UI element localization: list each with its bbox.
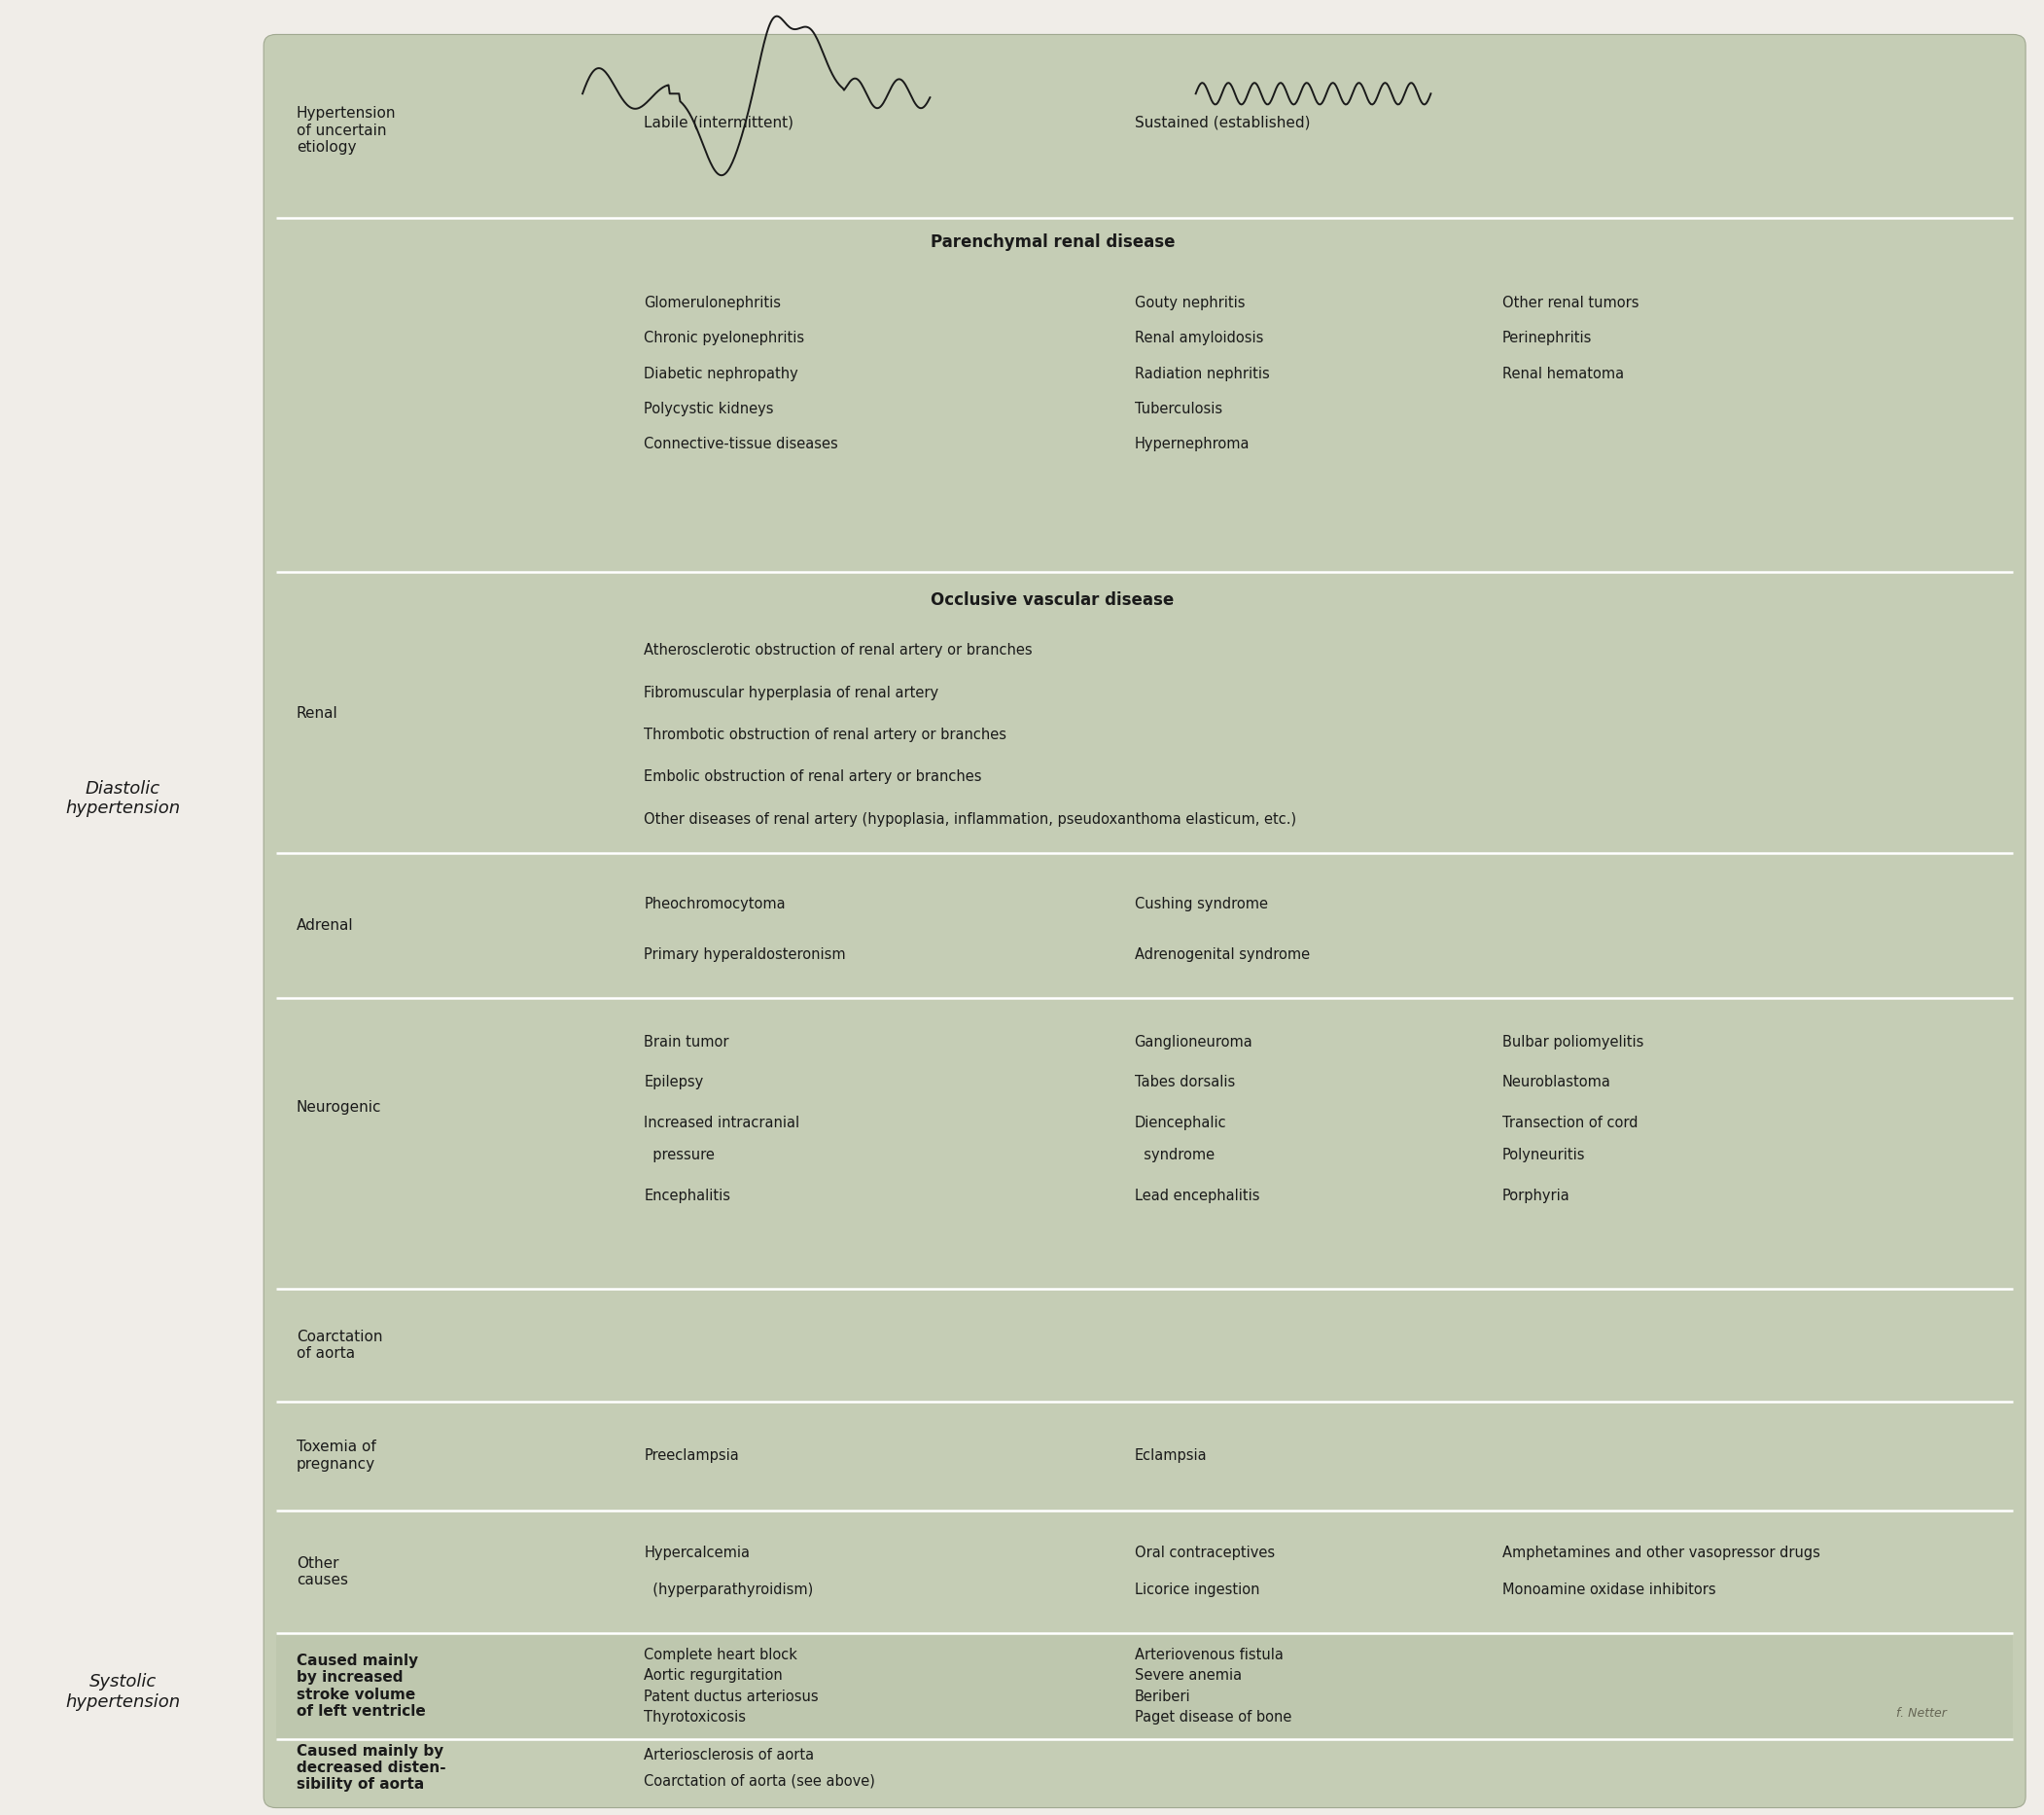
Text: Oral contraceptives: Oral contraceptives — [1134, 1546, 1275, 1561]
Text: Atherosclerotic obstruction of renal artery or branches: Atherosclerotic obstruction of renal art… — [644, 643, 1032, 657]
Bar — [276, 1739, 2013, 1797]
Text: Lead encephalitis: Lead encephalitis — [1134, 1189, 1259, 1203]
Text: Patent ductus arteriosus: Patent ductus arteriosus — [644, 1690, 818, 1704]
Text: Chronic pyelonephritis: Chronic pyelonephritis — [644, 330, 805, 345]
Text: Connective-tissue diseases: Connective-tissue diseases — [644, 437, 838, 452]
Text: Fibromuscular hyperplasia of renal artery: Fibromuscular hyperplasia of renal arter… — [644, 686, 938, 701]
Text: Amphetamines and other vasopressor drugs: Amphetamines and other vasopressor drugs — [1502, 1546, 1821, 1561]
Text: Renal: Renal — [296, 706, 337, 721]
Text: Thrombotic obstruction of renal artery or branches: Thrombotic obstruction of renal artery o… — [644, 728, 1006, 742]
Text: Hypernephroma: Hypernephroma — [1134, 437, 1249, 452]
Text: Thyrotoxicosis: Thyrotoxicosis — [644, 1710, 746, 1724]
Bar — [276, 572, 2013, 853]
Bar — [276, 853, 2013, 998]
Text: Renal amyloidosis: Renal amyloidosis — [1134, 330, 1263, 345]
Text: Severe anemia: Severe anemia — [1134, 1668, 1241, 1683]
Text: Preeclampsia: Preeclampsia — [644, 1448, 740, 1463]
Text: Parenchymal renal disease: Parenchymal renal disease — [930, 234, 1175, 250]
Text: Polyneuritis: Polyneuritis — [1502, 1147, 1586, 1162]
Text: Coarctation
of aorta: Coarctation of aorta — [296, 1329, 382, 1361]
Text: Neuroblastoma: Neuroblastoma — [1502, 1074, 1611, 1089]
Text: Arteriosclerosis of aorta: Arteriosclerosis of aorta — [644, 1748, 814, 1762]
Text: Porphyria: Porphyria — [1502, 1189, 1570, 1203]
Text: Tuberculosis: Tuberculosis — [1134, 401, 1222, 416]
Text: Hypertension
of uncertain
etiology: Hypertension of uncertain etiology — [296, 107, 397, 154]
Text: Polycystic kidneys: Polycystic kidneys — [644, 401, 775, 416]
Text: Arteriovenous fistula: Arteriovenous fistula — [1134, 1648, 1284, 1663]
Text: Other renal tumors: Other renal tumors — [1502, 296, 1639, 310]
Text: Other
causes: Other causes — [296, 1555, 347, 1588]
Bar — [276, 218, 2013, 572]
Bar — [276, 45, 2013, 218]
Text: Complete heart block: Complete heart block — [644, 1648, 797, 1663]
Text: Ganglioneuroma: Ganglioneuroma — [1134, 1035, 1253, 1049]
Text: syndrome: syndrome — [1134, 1147, 1214, 1162]
Text: Aortic regurgitation: Aortic regurgitation — [644, 1668, 783, 1683]
Text: Bulbar poliomyelitis: Bulbar poliomyelitis — [1502, 1035, 1643, 1049]
Text: Paget disease of bone: Paget disease of bone — [1134, 1710, 1292, 1724]
Bar — [276, 1510, 2013, 1634]
Text: Toxemia of
pregnancy: Toxemia of pregnancy — [296, 1439, 376, 1472]
Text: Beriberi: Beriberi — [1134, 1690, 1190, 1704]
Text: Diencephalic: Diencephalic — [1134, 1116, 1226, 1131]
Text: Monoamine oxidase inhibitors: Monoamine oxidase inhibitors — [1502, 1583, 1715, 1597]
Text: Occlusive vascular disease: Occlusive vascular disease — [930, 592, 1175, 608]
Text: Radiation nephritis: Radiation nephritis — [1134, 367, 1269, 381]
FancyBboxPatch shape — [264, 34, 2026, 1808]
Text: Neurogenic: Neurogenic — [296, 1100, 382, 1114]
Bar — [276, 1634, 2013, 1739]
Text: Other diseases of renal artery (hypoplasia, inflammation, pseudoxanthoma elastic: Other diseases of renal artery (hypoplas… — [644, 811, 1296, 826]
Text: Pheochromocytoma: Pheochromocytoma — [644, 897, 785, 911]
Text: pressure: pressure — [644, 1147, 715, 1162]
Text: Adrenogenital syndrome: Adrenogenital syndrome — [1134, 947, 1310, 962]
Text: Gouty nephritis: Gouty nephritis — [1134, 296, 1245, 310]
Text: Eclampsia: Eclampsia — [1134, 1448, 1208, 1463]
Text: Transection of cord: Transection of cord — [1502, 1116, 1637, 1131]
Text: Diabetic nephropathy: Diabetic nephropathy — [644, 367, 799, 381]
Text: Coarctation of aorta (see above): Coarctation of aorta (see above) — [644, 1773, 875, 1788]
Text: Glomerulonephritis: Glomerulonephritis — [644, 296, 781, 310]
Text: Systolic
hypertension: Systolic hypertension — [65, 1673, 180, 1710]
Text: Caused mainly
by increased
stroke volume
of left ventricle: Caused mainly by increased stroke volume… — [296, 1653, 425, 1719]
Text: Primary hyperaldosteronism: Primary hyperaldosteronism — [644, 947, 846, 962]
Bar — [276, 998, 2013, 1289]
Text: Hypercalcemia: Hypercalcemia — [644, 1546, 750, 1561]
Text: Adrenal: Adrenal — [296, 918, 354, 933]
Text: Perinephritis: Perinephritis — [1502, 330, 1592, 345]
Text: Renal hematoma: Renal hematoma — [1502, 367, 1625, 381]
Text: Cushing syndrome: Cushing syndrome — [1134, 897, 1267, 911]
Text: Epilepsy: Epilepsy — [644, 1074, 703, 1089]
Text: Licorice ingestion: Licorice ingestion — [1134, 1583, 1259, 1597]
Bar — [276, 1401, 2013, 1510]
Text: Brain tumor: Brain tumor — [644, 1035, 730, 1049]
Text: Labile (intermittent): Labile (intermittent) — [644, 116, 793, 131]
Text: Increased intracranial: Increased intracranial — [644, 1116, 799, 1131]
Text: Tabes dorsalis: Tabes dorsalis — [1134, 1074, 1235, 1089]
Bar — [276, 1289, 2013, 1401]
Text: (hyperparathyroidism): (hyperparathyroidism) — [644, 1583, 814, 1597]
Text: f. Netter: f. Netter — [1897, 1708, 1946, 1719]
Text: Encephalitis: Encephalitis — [644, 1189, 730, 1203]
Text: Embolic obstruction of renal artery or branches: Embolic obstruction of renal artery or b… — [644, 770, 981, 784]
Text: Sustained (established): Sustained (established) — [1134, 116, 1310, 131]
Text: Diastolic
hypertension: Diastolic hypertension — [65, 780, 180, 817]
Text: Caused mainly by
decreased disten-
sibility of aorta: Caused mainly by decreased disten- sibil… — [296, 1744, 446, 1791]
